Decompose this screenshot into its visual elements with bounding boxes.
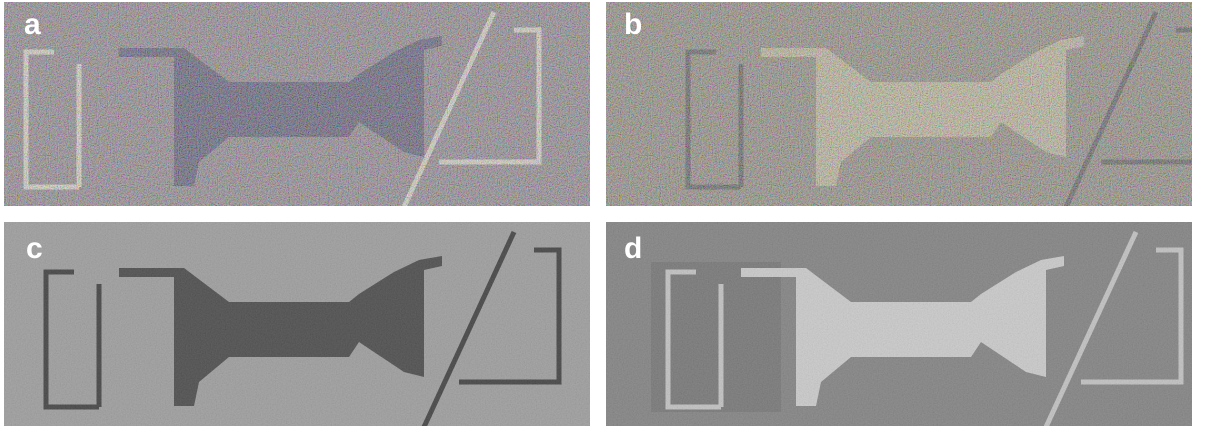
panel-label: b <box>624 8 642 41</box>
panel-label: d <box>624 232 642 265</box>
panel-d: d <box>606 222 1206 427</box>
panel-c: c <box>4 222 590 427</box>
page: {"panels": [{"label": "a"}, {"label": "b… <box>0 0 1210 428</box>
figure: a b c d <box>0 0 1210 428</box>
panel-a: a <box>4 2 590 207</box>
panel-b: b <box>606 2 1206 207</box>
panel-label: a <box>24 8 41 41</box>
panel-label: c <box>26 232 43 265</box>
